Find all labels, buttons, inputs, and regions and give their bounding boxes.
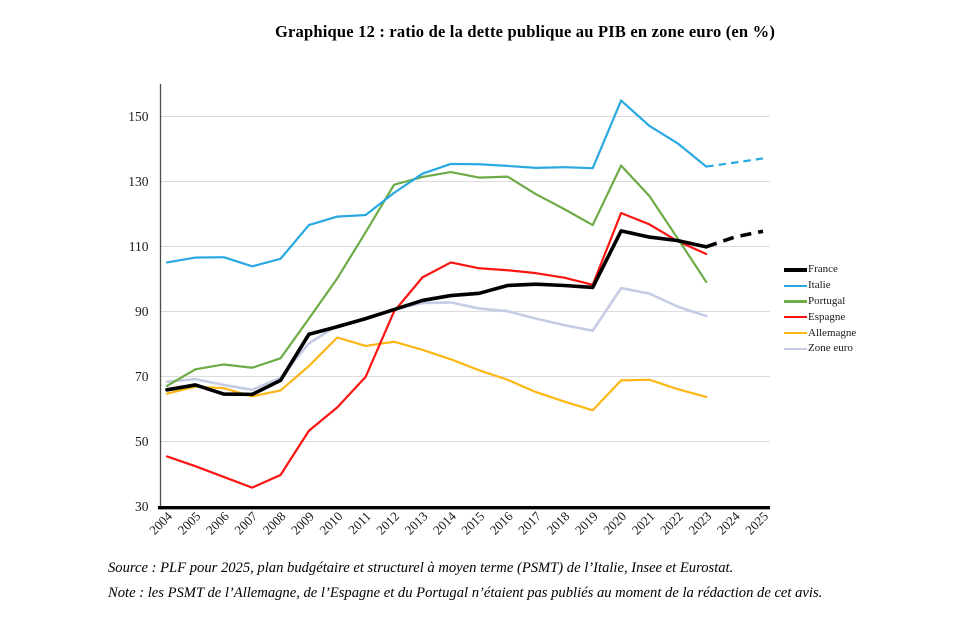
chart-title: Graphique 12 : ratio de la dette publiqu… <box>274 22 776 41</box>
series-line-allemagne <box>165 336 708 412</box>
x-tick-label: 2007 <box>231 508 260 537</box>
x-tick-label: 2019 <box>572 509 601 538</box>
x-tick-label: 2008 <box>260 509 289 538</box>
legend-item-portugal: Portugal <box>784 294 856 310</box>
x-tick-label: 2022 <box>657 509 686 538</box>
legend-swatch-italie <box>784 284 807 287</box>
legend-item-zone-euro: Zone euro <box>784 341 856 357</box>
y-tick-label: 90 <box>135 304 149 319</box>
y-tick-label: 150 <box>128 109 149 124</box>
line-chart-canvas: 30 50 70 90 110 130 150 2004 2005 2006 2007 2008 200… <box>128 84 771 538</box>
legend-label-espagne: Espagne <box>808 310 846 323</box>
series-line-france <box>165 229 709 397</box>
legend-label-portugal: Portugal <box>808 294 846 307</box>
legend-swatch-espagne <box>784 316 807 319</box>
series-line-france-projection <box>705 229 764 249</box>
x-tick-label: 2011 <box>345 509 374 538</box>
chart-footnotes: Source : PLF pour 2025, plan budgétaire … <box>108 556 880 605</box>
x-tick-label: 2017 <box>515 508 544 537</box>
legend-label-allemagne: Allemagne <box>808 326 857 339</box>
x-tick-label: 2009 <box>288 509 317 538</box>
x-tick-label: 2004 <box>146 508 175 537</box>
legend-item-italie: Italie <box>784 278 856 294</box>
series-line-italie <box>165 99 708 268</box>
legend-label-zone-euro: Zone euro <box>808 342 853 355</box>
legend-label-france: France <box>808 263 838 276</box>
x-tick-label: 2020 <box>600 509 629 538</box>
x-tick-label: 2006 <box>203 508 232 537</box>
x-tick-label: 2014 <box>430 508 459 537</box>
legend-swatch-zone-euro <box>784 347 807 351</box>
editorial-note: Note : les PSMT de l’Allemagne, de l’Esp… <box>108 584 823 601</box>
legend-item-espagne: Espagne <box>784 309 856 325</box>
x-tick-label: 2016 <box>487 508 516 537</box>
series-line-italie-projection <box>706 157 764 168</box>
y-tick-label: 50 <box>135 434 149 449</box>
x-tick-label: 2023 <box>685 509 714 538</box>
legend-item-allemagne: Allemagne <box>784 325 856 341</box>
x-tick-label: 2012 <box>373 509 402 538</box>
x-tick-label: 2005 <box>175 509 204 538</box>
series-line-portugal <box>165 164 708 388</box>
legend-item-france: France <box>784 262 856 278</box>
legend-swatch-allemagne <box>784 331 807 335</box>
series-line-espagne <box>165 211 708 489</box>
legend-swatch-portugal <box>784 300 807 303</box>
x-tick-label: 2021 <box>629 509 658 538</box>
legend-label-italie: Italie <box>808 279 831 292</box>
y-tick-label: 30 <box>135 499 149 514</box>
chart-legend: France Italie Portugal Espagne Allemagne Zone… <box>784 262 856 357</box>
y-tick-label: 110 <box>129 239 149 254</box>
x-tick-label: 2018 <box>543 509 572 538</box>
series-line-zone-euro <box>165 286 708 392</box>
x-tick-label: 2010 <box>316 509 345 538</box>
legend-swatch-france <box>784 267 807 272</box>
x-tick-label: 2013 <box>402 509 431 538</box>
y-tick-label: 130 <box>128 174 149 189</box>
y-tick-label: 70 <box>135 369 149 384</box>
x-tick-label: 2015 <box>458 509 487 538</box>
x-tick-label: 2024 <box>714 508 743 537</box>
source-note: Source : PLF pour 2025, plan budgétaire … <box>108 560 734 576</box>
x-tick-label: 2025 <box>742 509 771 538</box>
